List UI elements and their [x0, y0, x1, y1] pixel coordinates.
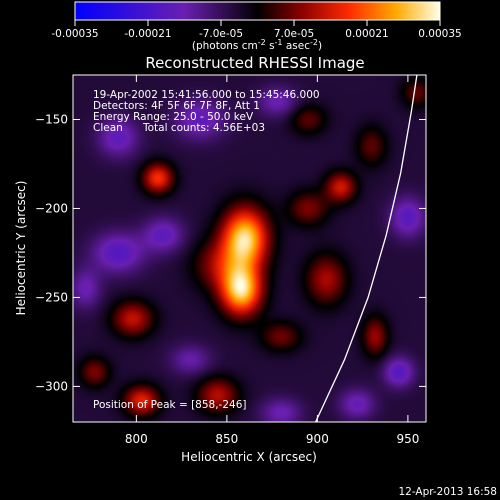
- plot-frame: [72, 74, 427, 423]
- x-tick-label: 800: [125, 432, 148, 446]
- y-tick-label: −200: [35, 201, 68, 215]
- y-axis-label: Heliocentric Y (arcsec): [14, 181, 28, 316]
- colorbar-tick-label: -0.00021: [124, 28, 171, 40]
- y-tick-label: −250: [35, 290, 68, 304]
- timestamp: 12-Apr-2013 16:58: [398, 486, 497, 498]
- plot-area: 800 850 900 950 −150 −200 −250 −300 19-Apr-2002…: [35, 74, 427, 446]
- colorbar-gradient: [74, 1, 441, 21]
- annotation-energy-range: Energy Range: 25.0 - 50.0 keV: [93, 111, 254, 123]
- x-axis-label: Heliocentric X (arcsec): [181, 450, 317, 464]
- x-tick-label: 900: [306, 432, 329, 446]
- chart-title: Reconstructed RHESSI Image: [145, 54, 364, 72]
- colorbar-ticks: -0.00035 -0.00021 -7.0e-05 7.0e-05 0.00021 0.…: [51, 20, 462, 40]
- x-tick-label: 850: [215, 432, 238, 446]
- axis-ticks: 800 850 900 950 −150 −200 −250 −300: [35, 75, 426, 446]
- colorbar: -0.00035 -0.00021 -7.0e-05 7.0e-05 0.00021 0.…: [51, 1, 462, 52]
- solar-limb-curve: [315, 74, 418, 423]
- colorbar-tick-label: 7.0e-05: [274, 28, 314, 40]
- y-tick-label: −300: [35, 379, 68, 393]
- annotation-total-counts: Total counts: 4.56E+03: [142, 122, 265, 134]
- y-tick-label: −150: [35, 112, 68, 126]
- colorbar-tick-label: -7.0e-05: [199, 28, 243, 40]
- x-tick-label: 950: [396, 432, 419, 446]
- colorbar-tick-label: 0.00021: [345, 28, 388, 40]
- annotation-detectors: Detectors: 4F 5F 6F 7F 8F, Att 1: [93, 100, 260, 112]
- colorbar-tick-label: 0.00035: [418, 28, 461, 40]
- annotation-algorithm: Clean: [93, 122, 123, 134]
- heatmap-image: [73, 75, 426, 422]
- annotation-peak-position: Position of Peak = [858,-246]: [93, 399, 247, 411]
- colorbar-tick-label: -0.00035: [51, 28, 98, 40]
- info-annotations: 19-Apr-2002 15:41:56.000 to 15:45:46.000…: [93, 89, 320, 411]
- annotation-time-range: 19-Apr-2002 15:41:56.000 to 15:45:46.000: [93, 89, 320, 101]
- colorbar-units: (photons cm-2 s-1 asec-2): [192, 38, 322, 52]
